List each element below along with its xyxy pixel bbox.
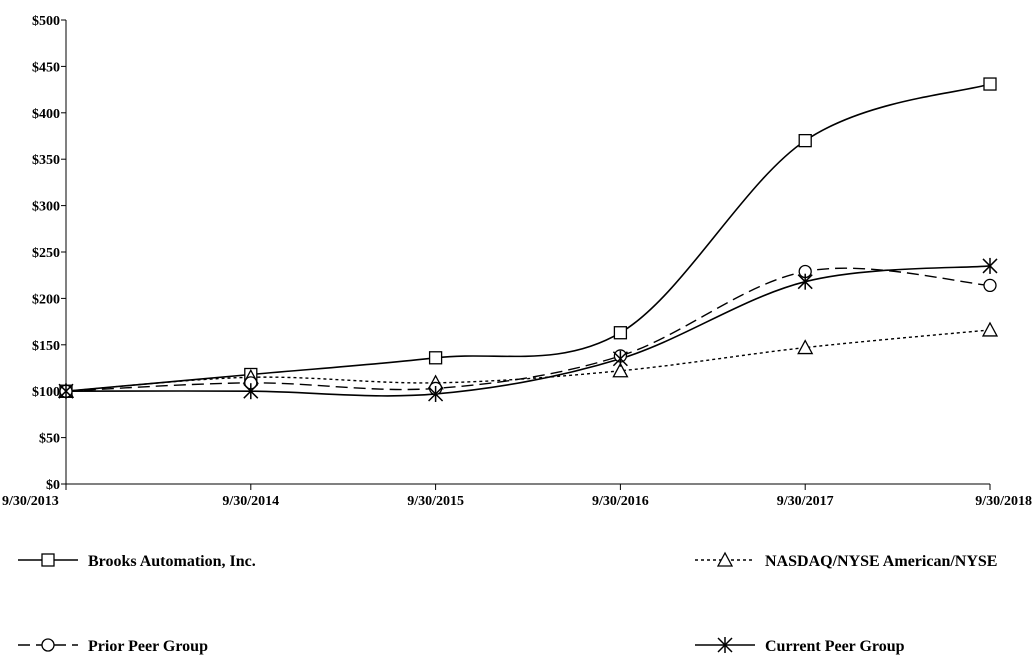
data-point-triangle	[981, 321, 999, 337]
legend-item-1: Brooks Automation, Inc.	[18, 553, 256, 570]
data-point-asterisk	[428, 385, 444, 402]
x-tick-label: 9/30/2016	[592, 494, 649, 509]
y-tick-label: $0	[46, 478, 60, 493]
series-line-4	[65, 265, 991, 397]
legend-item-4: Current Peer Group	[695, 637, 905, 655]
y-axis-tick-labels: $0 $50 $100 $150 $200 $250 $300 $350 $400 $450 $50…	[32, 14, 60, 493]
data-point-square	[983, 77, 997, 91]
data-point-asterisk	[612, 350, 628, 367]
chart-legend: Brooks Automation, Inc. NASDAQ/NYSE Ameri…	[18, 551, 997, 655]
legend-marker-circle	[41, 638, 55, 652]
y-tick-label: $250	[32, 246, 60, 261]
data-point-asterisk	[982, 257, 998, 274]
series-line-1	[65, 83, 991, 392]
y-tick-label: $200	[32, 292, 60, 307]
data-point-triangle	[797, 339, 814, 355]
legend-label: Brooks Automation, Inc.	[88, 553, 256, 570]
y-tick-label: $150	[32, 339, 60, 354]
x-tick-label: 9/30/2015	[407, 494, 464, 509]
data-point-square	[428, 351, 443, 365]
legend-marker-square	[41, 553, 55, 567]
y-tick-label: $300	[32, 200, 60, 215]
y-tick-label: $50	[39, 432, 60, 447]
y-tick-label: $100	[32, 385, 60, 400]
y-tick-label: $400	[32, 107, 60, 122]
x-tick-label: 9/30/2014	[222, 494, 279, 509]
series-line-3	[65, 267, 991, 392]
legend-item-3: Prior Peer Group	[18, 638, 208, 655]
x-tick-label: 9/30/2013	[2, 494, 59, 509]
data-point-circle	[983, 278, 997, 293]
series-lines	[65, 83, 991, 397]
legend-marker-triangle	[716, 551, 734, 567]
x-axis-tick-labels: 9/30/2013 9/30/2014 9/30/2015 9/30/2016 9/30…	[2, 494, 1032, 509]
chart-axes	[61, 19, 991, 490]
data-point-triangle	[612, 362, 629, 378]
legend-label: Prior Peer Group	[88, 638, 208, 655]
data-point-asterisk	[797, 273, 813, 290]
x-tick-label: 9/30/2017	[777, 494, 834, 509]
y-tick-label: $450	[32, 60, 60, 75]
data-point-asterisk	[58, 383, 74, 400]
legend-item-2: NASDAQ/NYSE American/NYSE	[695, 551, 997, 570]
y-tick-label: $350	[32, 153, 60, 168]
data-point-square	[613, 326, 628, 340]
series-markers	[57, 77, 999, 402]
series-line-2	[65, 329, 991, 392]
legend-label: NASDAQ/NYSE American/NYSE	[765, 553, 997, 570]
x-tick-label: 9/30/2018	[975, 494, 1032, 509]
data-point-asterisk	[243, 383, 259, 400]
legend-marker-asterisk	[717, 637, 733, 653]
legend-label: Current Peer Group	[765, 638, 905, 655]
data-point-square	[798, 133, 812, 148]
y-tick-label: $500	[32, 14, 60, 29]
